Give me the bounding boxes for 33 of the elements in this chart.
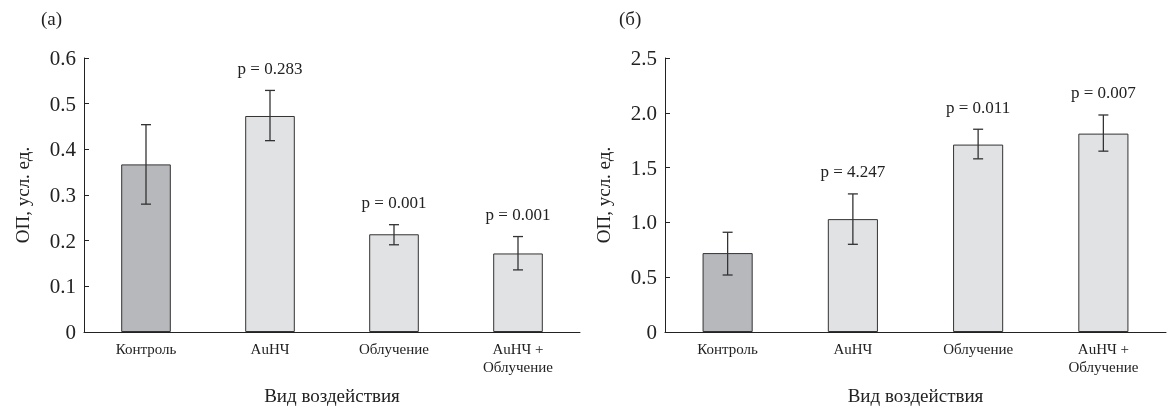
x-tick-label: AuНЧ xyxy=(833,341,873,357)
annotation: p = 0.001 xyxy=(361,193,427,213)
x-axis-title: Вид воздействия xyxy=(847,385,984,406)
y-tick-label: 0.2 xyxy=(49,228,76,253)
chart-title: (б) xyxy=(619,8,642,30)
annotation: p = 0.011 xyxy=(946,97,1011,117)
y-tick-label: 2.0 xyxy=(630,100,657,125)
y-tick-label: 0.6 xyxy=(49,46,76,70)
x-tick-label: Облучение xyxy=(943,341,1014,357)
y-tick-label: 0 xyxy=(646,320,657,344)
y-tick-label: 0 xyxy=(65,320,76,344)
y-tick-label: 1.5 xyxy=(630,155,657,180)
annotation: p = 0.001 xyxy=(485,205,551,225)
y-axis-title: ОП, усл. ед. xyxy=(593,146,614,244)
x-tick-label: AuНЧ + Облучение xyxy=(1068,341,1139,375)
x-tick-label: Контроль xyxy=(115,341,177,357)
y-tick-label: 2.5 xyxy=(630,46,657,70)
y-tick-label: 0.4 xyxy=(49,137,77,162)
y-tick-label: 0.1 xyxy=(49,274,76,299)
annotation: p = 0.007 xyxy=(1070,83,1137,103)
annotation: p = 0.283 xyxy=(237,58,303,78)
x-tick-label: Облучение xyxy=(359,341,430,357)
chart-title: (a) xyxy=(41,8,63,30)
x-tick-label: AuНЧ xyxy=(250,341,290,357)
y-tick-label: 0.5 xyxy=(630,265,657,290)
x-axis-title: Вид воздействия xyxy=(264,385,401,406)
y-axis-title: ОП, усл. ед. xyxy=(12,146,33,244)
annotation: p = 4.247 xyxy=(820,162,886,182)
y-tick-label: 0.3 xyxy=(49,183,76,207)
y-tick-label: 1.0 xyxy=(630,210,657,235)
x-tick-label: Контроль xyxy=(697,341,759,357)
x-tick-label: AuНЧ + Облучение xyxy=(483,341,554,375)
y-tick-label: 0.5 xyxy=(49,91,76,116)
